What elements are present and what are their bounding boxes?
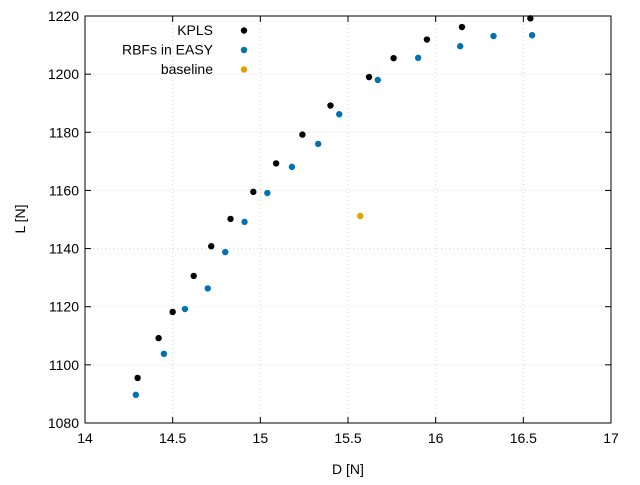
data-point-kpls bbox=[250, 188, 257, 196]
data-point-kpls bbox=[227, 215, 234, 223]
data-point-rbfs-in-easy bbox=[414, 54, 422, 62]
data-point-rbfs-in-easy bbox=[314, 140, 322, 148]
x-tick-label: 14.5 bbox=[159, 430, 186, 446]
y-tick-label: 1120 bbox=[49, 299, 79, 315]
legend-label: RBFs in EASY bbox=[122, 42, 214, 58]
data-point-rbfs-in-easy bbox=[374, 76, 382, 84]
plot-frame bbox=[84, 15, 612, 424]
axis-ticks: 14 14.5 15 15.5 16 16.5 17 1080 1100 1120 1140 1160… bbox=[48, 8, 619, 446]
data-point-kpls bbox=[299, 131, 306, 138]
data-points bbox=[132, 15, 536, 399]
x-tick-label: 16 bbox=[428, 430, 444, 446]
y-tick-label: 1160 bbox=[49, 182, 79, 198]
legend-marker bbox=[240, 27, 248, 34]
data-point-kpls bbox=[208, 243, 215, 250]
legend-label: KPLS bbox=[177, 22, 213, 38]
data-point-kpls bbox=[423, 36, 431, 43]
data-point-kpls bbox=[134, 374, 141, 382]
data-point-rbfs-in-easy bbox=[204, 285, 211, 292]
legend: KPLS RBFs in EASY baseline bbox=[122, 22, 248, 77]
data-point-rbfs-in-easy bbox=[288, 163, 296, 171]
y-tick-label: 1080 bbox=[48, 415, 79, 431]
x-tick-label: 17 bbox=[603, 430, 619, 446]
y-tick-label: 1180 bbox=[49, 124, 79, 140]
x-tick-label: 15 bbox=[253, 430, 269, 446]
y-tick-label: 1100 bbox=[49, 357, 79, 373]
data-point-kpls bbox=[272, 160, 280, 167]
data-point-kpls bbox=[365, 73, 373, 81]
data-point-kpls bbox=[169, 308, 176, 316]
data-point-rbfs-in-easy bbox=[457, 43, 464, 50]
y-tick-label: 1220 bbox=[48, 8, 79, 24]
legend-label: baseline bbox=[161, 61, 213, 77]
data-point-rbfs-in-easy bbox=[181, 305, 189, 313]
data-point-rbfs-in-easy bbox=[528, 31, 536, 39]
x-tick-label: 16.5 bbox=[510, 430, 537, 446]
y-tick-label: 1140 bbox=[49, 241, 79, 257]
data-point-kpls bbox=[527, 15, 534, 22]
x-tick-label: 15.5 bbox=[334, 430, 361, 446]
data-point-rbfs-in-easy bbox=[241, 218, 248, 226]
data-point-kpls bbox=[190, 272, 197, 280]
y-axis-label: L [N] bbox=[12, 204, 28, 233]
data-point-kpls bbox=[327, 102, 334, 109]
data-point-rbfs-in-easy bbox=[222, 248, 229, 256]
x-axis-label: D [N] bbox=[332, 461, 364, 477]
data-point-kpls bbox=[155, 334, 162, 342]
y-tick-label: 1200 bbox=[48, 66, 79, 82]
data-point-baseline bbox=[357, 212, 364, 220]
data-point-rbfs-in-easy bbox=[490, 32, 497, 40]
data-point-rbfs-in-easy bbox=[132, 391, 140, 399]
grid-lines bbox=[85, 16, 611, 423]
data-point-kpls bbox=[390, 54, 397, 62]
data-point-rbfs-in-easy bbox=[264, 189, 271, 197]
x-tick-label: 14 bbox=[77, 430, 93, 446]
data-point-rbfs-in-easy bbox=[160, 350, 168, 358]
legend-marker bbox=[240, 66, 248, 73]
legend-marker bbox=[240, 46, 248, 54]
data-point-kpls bbox=[458, 23, 466, 31]
data-point-rbfs-in-easy bbox=[336, 111, 343, 118]
